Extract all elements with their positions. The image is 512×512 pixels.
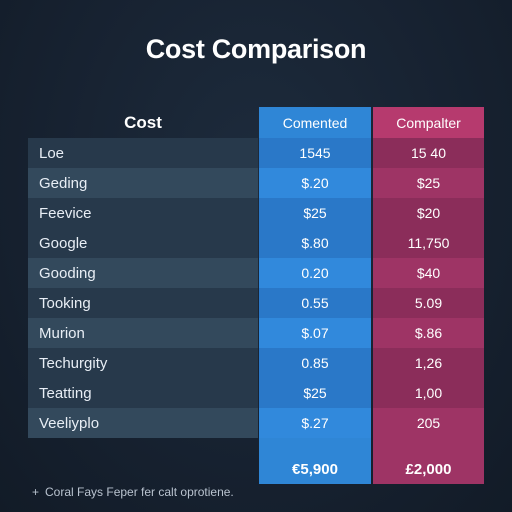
table-spacer xyxy=(28,438,484,454)
table-row: Murion $.07 $.86 xyxy=(28,318,484,348)
table-row: Google $.80 11,750 xyxy=(28,228,484,258)
row-label: Gooding xyxy=(28,258,258,288)
table-header: Cost Comented Compalter xyxy=(28,107,484,138)
row-label: Tooking xyxy=(28,288,258,318)
row-col2: $40 xyxy=(373,258,484,288)
header-col1: Comented xyxy=(259,107,371,138)
plus-icon: + xyxy=(32,485,40,499)
row-label: Feevice xyxy=(28,198,258,228)
comparison-table: Cost Comented Compalter Loe 1545 15 40 G… xyxy=(28,107,484,484)
row-label: Google xyxy=(28,228,258,258)
row-col2: 11,750 xyxy=(373,228,484,258)
row-col1: 0.55 xyxy=(259,288,371,318)
footnote: + Coral Fays Feper fer calt oprotiene. xyxy=(32,485,234,499)
table-total-row: €5,900 £2,000 xyxy=(28,454,484,484)
row-col1: $25 xyxy=(259,198,371,228)
row-col1: $25 xyxy=(259,378,371,408)
row-label: Teatting xyxy=(28,378,258,408)
table-row: Loe 1545 15 40 xyxy=(28,138,484,168)
row-label: Loe xyxy=(28,138,258,168)
table-row: Techurgity 0.85 1,26 xyxy=(28,348,484,378)
total-col1: €5,900 xyxy=(259,454,371,484)
row-col1: 0.20 xyxy=(259,258,371,288)
row-col2: $20 xyxy=(373,198,484,228)
row-col1: 1545 xyxy=(259,138,371,168)
table-row: Feevice $25 $20 xyxy=(28,198,484,228)
header-cost: Cost xyxy=(124,112,162,132)
row-col1: $.27 xyxy=(259,408,371,438)
row-col2: 5.09 xyxy=(373,288,484,318)
row-label: Murion xyxy=(28,318,258,348)
row-col2: 15 40 xyxy=(373,138,484,168)
table-row: Gooding 0.20 $40 xyxy=(28,258,484,288)
total-col2: £2,000 xyxy=(373,454,484,484)
page-title: Cost Comparison xyxy=(145,34,367,64)
row-col1: $.80 xyxy=(259,228,371,258)
row-label: Geding xyxy=(28,168,258,198)
table-row: Veeliyplo $.27 205 xyxy=(28,408,484,438)
row-col1: $.07 xyxy=(259,318,371,348)
row-col1: 0.85 xyxy=(259,348,371,378)
footnote-text: Coral Fays Feper fer calt oprotiene. xyxy=(45,485,234,499)
row-label: Veeliyplo xyxy=(28,408,258,438)
table-row: Tooking 0.55 5.09 xyxy=(28,288,484,318)
row-col2: 1,00 xyxy=(373,378,484,408)
table-row: Geding $.20 $25 xyxy=(28,168,484,198)
row-col1: $.20 xyxy=(259,168,371,198)
row-col2: 205 xyxy=(373,408,484,438)
row-col2: 1,26 xyxy=(373,348,484,378)
header-col2: Compalter xyxy=(373,107,484,138)
row-col2: $25 xyxy=(373,168,484,198)
row-col2: $.86 xyxy=(373,318,484,348)
row-label: Techurgity xyxy=(28,348,258,378)
table-row: Teatting $25 1,00 xyxy=(28,378,484,408)
